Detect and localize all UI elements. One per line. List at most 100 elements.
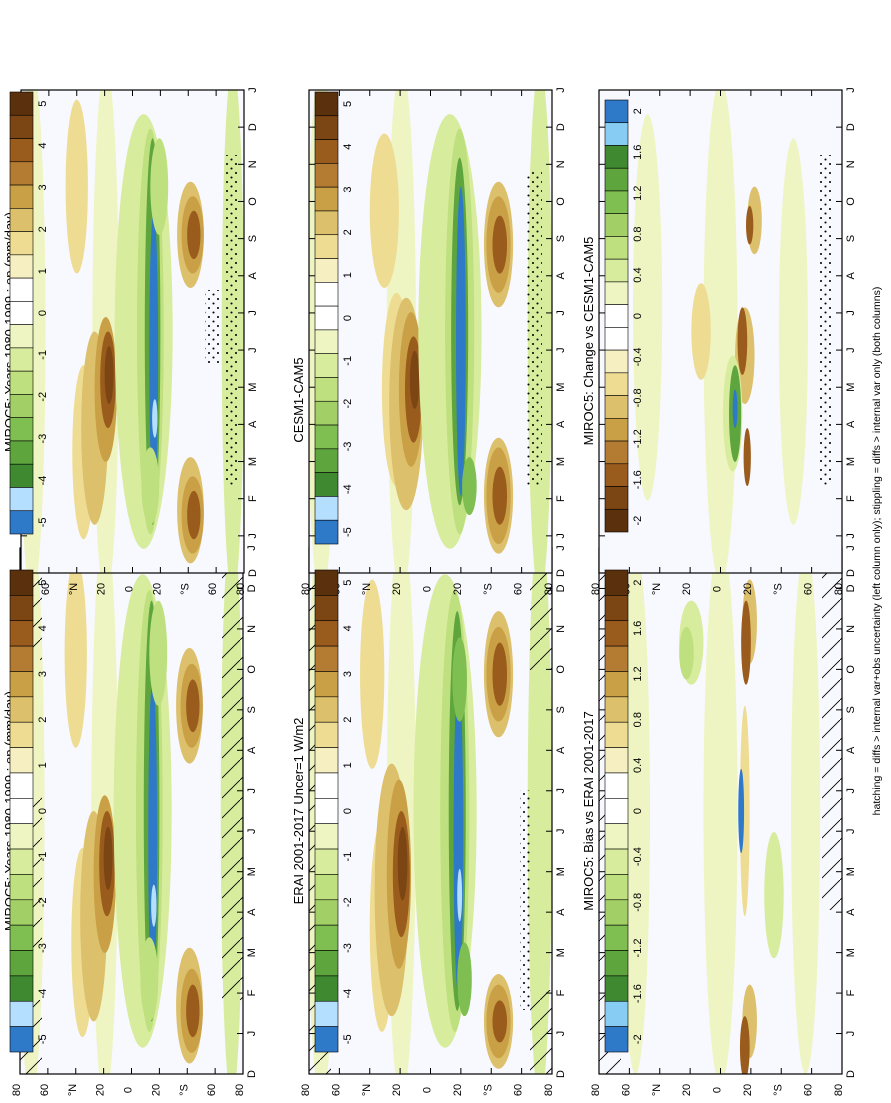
colorbar-label: -2 (37, 392, 49, 402)
colorbar-swatch (9, 208, 34, 232)
month-tick-label: J (845, 310, 857, 316)
month-tick-label: J (555, 545, 567, 551)
colorbar-label: 0 (342, 315, 354, 321)
field-contour (104, 345, 114, 404)
panel-title: MIROC5: Change vs CESM1-CAM5 (581, 237, 596, 446)
month-tick-label: F (246, 989, 258, 996)
colorbar-swatch (604, 924, 629, 951)
field-contour (409, 350, 420, 409)
colorbar-swatch (314, 377, 339, 402)
colorbar-label: -5 (37, 1034, 49, 1044)
colorbar-swatch (314, 496, 339, 521)
month-tick-label: A (555, 420, 567, 428)
colorbar-label: 2 (37, 226, 49, 232)
latitude-tick-label: 20 (391, 583, 403, 595)
field-contour (456, 186, 466, 496)
month-tick-label: A (555, 746, 567, 754)
colorbar-label: -0.4 (632, 847, 644, 866)
latitude-tick-label: 20 (150, 1084, 162, 1096)
colorbar-label: -5 (37, 517, 49, 527)
field-contour (737, 307, 748, 375)
colorbar-swatch (604, 1026, 629, 1053)
latitude-tick-label: °S (179, 583, 191, 595)
month-tick-label: A (555, 908, 567, 916)
latitude-tick-label: 80 (234, 1084, 246, 1096)
field-contour (150, 138, 169, 235)
month-tick-label: D (246, 1070, 258, 1078)
month-tick-label: O (555, 197, 567, 206)
colorbar-label: -1.6 (632, 470, 644, 489)
month-tick-label: N (246, 625, 258, 633)
field-contour (140, 937, 159, 1022)
colorbar-label: -1.2 (632, 939, 644, 958)
field-contour (741, 600, 751, 685)
colorbar-swatch (314, 1026, 339, 1053)
colorbar-label: -0.8 (632, 388, 644, 407)
colorbar-swatch (314, 472, 339, 497)
colorbar-swatch (604, 671, 629, 698)
field-contour (187, 210, 201, 260)
latitude-tick-label: 60 (330, 1084, 342, 1096)
colorbar-swatch (9, 324, 34, 349)
latitude-tick-label: °S (772, 583, 784, 595)
latitude-tick-label: 20 (151, 583, 163, 595)
month-tick-label: F (555, 989, 567, 996)
colorbar-swatch (604, 418, 629, 442)
colorbar-swatch (604, 595, 629, 622)
colorbar-swatch (9, 161, 34, 186)
colorbar-swatch (604, 874, 629, 901)
colorbar-swatch (314, 234, 339, 259)
colorbar-label: -0.8 (632, 893, 644, 912)
heatmap-field (20, 548, 243, 1074)
colorbar-swatch (604, 167, 629, 192)
colorbar-swatch (9, 569, 34, 596)
latitude-tick-label: 60 (206, 1084, 218, 1096)
latitude-tick-label: 20 (95, 1084, 107, 1096)
colorbar-swatch (314, 400, 339, 426)
field-contour (457, 868, 463, 922)
colorbar-label: 3 (37, 671, 49, 677)
field-contour (492, 1000, 508, 1043)
field-contour (739, 1016, 750, 1074)
colorbar-label: -4 (342, 989, 354, 999)
latitude-tick-label: 20 (452, 1084, 464, 1096)
colorbar-swatch (9, 1000, 34, 1027)
colorbar-label: 3 (342, 186, 354, 192)
latitude-tick-label: °N (361, 583, 373, 595)
colorbar-label: 2 (632, 108, 644, 114)
latitude-tick-label: °S (772, 1084, 784, 1096)
latitude-tick-label: °N (68, 583, 80, 595)
month-tick-label: N (555, 625, 567, 633)
month-tick-label: A (845, 908, 857, 916)
colorbar-label: -2 (342, 897, 354, 907)
colorbar-swatch (9, 874, 34, 901)
colorbar-swatch (9, 347, 34, 372)
colorbar-swatch (314, 353, 339, 378)
colorbar-swatch (604, 281, 629, 305)
field-contour (65, 99, 88, 274)
colorbar-swatch (604, 772, 629, 799)
month-tick-label: J (845, 87, 857, 93)
month-tick-label: A (246, 908, 258, 916)
colorbar-label: 5 (342, 101, 354, 107)
colorbar-swatch (9, 1026, 34, 1053)
month-tick-label: J (555, 87, 567, 93)
latitude-tick-label: 0 (712, 1087, 724, 1093)
colorbar-swatch (604, 349, 629, 374)
month-tick-label: D (555, 569, 567, 577)
colorbar-swatch (604, 823, 629, 850)
month-tick-label: J (845, 788, 857, 794)
colorbar-swatch (604, 395, 629, 419)
colorbar-label: 4 (37, 142, 49, 148)
colorbar-swatch (9, 277, 34, 302)
colorbar-swatch (604, 899, 629, 926)
figure-footnote: hatching = diffs > internal var+obs unce… (871, 287, 883, 816)
latitude-tick-label: 20 (742, 583, 754, 595)
latitude-tick-label: 60 (39, 1084, 51, 1096)
colorbar-swatch (314, 569, 339, 596)
latitude-tick-label: 20 (681, 583, 693, 595)
colorbar-label: -1 (37, 852, 49, 862)
latitude-tick-label: 80 (300, 583, 312, 595)
colorbar-swatch (314, 620, 339, 647)
